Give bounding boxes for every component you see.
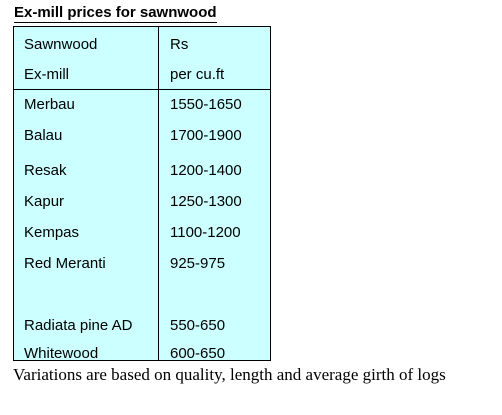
row-price-merbau: 1550-1650 <box>170 96 242 113</box>
row-species-balau: Balau <box>24 127 63 144</box>
row-species-red-meranti: Red Meranti <box>24 255 106 272</box>
header-ex-mill: Ex-mill <box>24 66 69 83</box>
row-price-balau: 1700-1900 <box>170 127 242 144</box>
row-price-kempas: 1100-1200 <box>170 224 241 241</box>
row-species-radiata-pine: Radiata pine AD <box>24 317 133 334</box>
row-species-kapur: Kapur <box>24 193 65 210</box>
column-divider <box>158 27 159 360</box>
header-sawnwood: Sawnwood <box>24 36 98 53</box>
row-price-whitewood: 600-650 <box>170 345 226 362</box>
row-species-merbau: Merbau <box>24 96 75 113</box>
row-price-red-meranti: 925-975 <box>170 255 226 272</box>
row-species-resak: Resak <box>24 162 67 179</box>
row-species-whitewood: Whitewood <box>24 345 99 362</box>
row-species-kempas: Kempas <box>24 224 80 241</box>
price-table: Sawnwood Ex-mill Rs per cu.ft Merbau 155… <box>13 26 271 362</box>
table-title: Ex-mill prices for sawnwood <box>14 4 217 23</box>
header-divider <box>14 89 270 90</box>
row-price-kapur: 1250-1300 <box>170 193 242 210</box>
header-per-cuft: per cu.ft <box>170 66 225 83</box>
footnote: Variations are based on quality, length … <box>13 365 446 384</box>
row-price-radiata-pine: 550-650 <box>170 317 226 334</box>
row-price-resak: 1200-1400 <box>170 162 242 179</box>
header-rs: Rs <box>170 36 189 53</box>
